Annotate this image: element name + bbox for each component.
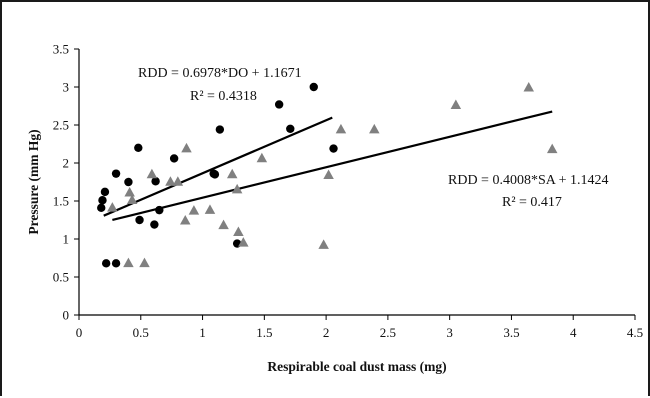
x-tick-label: 4 [570, 325, 577, 340]
x-tick-label: 4.5 [627, 325, 643, 340]
data-point-triangle [181, 142, 192, 153]
x-tick-label: 0.5 [133, 325, 149, 340]
data-point-circle [274, 100, 284, 109]
data-points [97, 82, 558, 268]
x-tick-label: 2.5 [380, 325, 396, 340]
data-point-circle [101, 259, 111, 268]
trendline-1-r2: R² = 0.4318 [190, 89, 257, 104]
data-point-circle [150, 220, 159, 229]
data-point-circle [111, 259, 121, 268]
data-point-circle [215, 125, 225, 134]
data-point-triangle [231, 183, 243, 194]
y-tick-label: 1.5 [53, 194, 69, 209]
y-tick-label: 1 [63, 232, 70, 247]
trendline-2-r2: R² = 0.417 [502, 195, 562, 210]
data-point-triangle [126, 194, 138, 205]
axes [74, 48, 636, 320]
data-point-triangle [369, 123, 380, 134]
y-axis-title: Pressure (mm Hg) [26, 129, 41, 234]
data-point-triangle [256, 152, 268, 163]
data-point-triangle [146, 168, 158, 179]
x-tick-label: 1.5 [256, 325, 272, 340]
y-tick-label: 0.5 [53, 270, 69, 285]
data-point-triangle [335, 123, 347, 134]
y-tick-label: 2.5 [53, 118, 69, 133]
x-tick-label: 3 [446, 325, 453, 340]
x-axis-title: Respirable coal dust mass (mg) [267, 359, 446, 374]
data-point-circle [329, 144, 338, 153]
trendlines [103, 110, 553, 222]
x-tick-label: 1 [199, 325, 206, 340]
x-tick-label: 0 [76, 325, 83, 340]
x-tick-label: 3.5 [503, 325, 519, 340]
data-point-triangle [546, 143, 558, 154]
data-point-circle [97, 203, 106, 213]
data-point-triangle [188, 205, 200, 215]
data-point-triangle [450, 99, 462, 110]
data-point-triangle [172, 176, 184, 186]
trendline-2 [112, 110, 553, 222]
data-point-triangle [218, 219, 229, 230]
data-point-triangle [318, 239, 329, 249]
y-tick-label: 2 [63, 156, 70, 171]
data-point-triangle [123, 257, 134, 268]
data-point-triangle [180, 215, 191, 225]
data-point-triangle [238, 237, 249, 247]
x-tick-label: 2 [323, 325, 330, 340]
data-point-triangle [323, 169, 334, 179]
data-point-circle [124, 177, 133, 187]
data-point-circle [134, 143, 143, 152]
trendline-1 [103, 116, 333, 217]
data-point-circle [155, 205, 164, 215]
x-tick-labels: 0 0.5 1 1.5 2 2.5 3 3.5 4 4.5 [76, 325, 643, 340]
data-point-triangle [204, 204, 216, 214]
data-point-triangle [139, 257, 150, 268]
data-point-triangle [165, 176, 176, 186]
data-point-circle [111, 169, 121, 178]
data-point-triangle [124, 186, 135, 197]
trendline-2-equation: RDD = 0.4008*SA + 1.1424 [448, 173, 608, 188]
data-point-circle [135, 215, 144, 225]
data-point-circle [210, 170, 220, 179]
data-point-circle [169, 154, 179, 163]
y-tick-label: 3.5 [53, 42, 69, 57]
y-tick-label: 3 [63, 80, 70, 95]
data-point-triangle [107, 202, 118, 212]
data-point-circle [286, 124, 295, 133]
data-point-circle [151, 177, 160, 186]
data-point-circle [309, 82, 318, 92]
data-point-circle [100, 187, 110, 197]
y-tick-labels: 0 0.5 1 1.5 2 2.5 3 3.5 [53, 42, 69, 323]
y-tick-label: 0 [63, 308, 70, 323]
data-point-triangle [233, 226, 244, 236]
data-point-triangle [226, 168, 238, 179]
data-point-triangle [523, 82, 534, 92]
trendline-1-equation: RDD = 0.6978*DO + 1.1671 [138, 66, 302, 81]
data-point-circle [98, 196, 107, 205]
